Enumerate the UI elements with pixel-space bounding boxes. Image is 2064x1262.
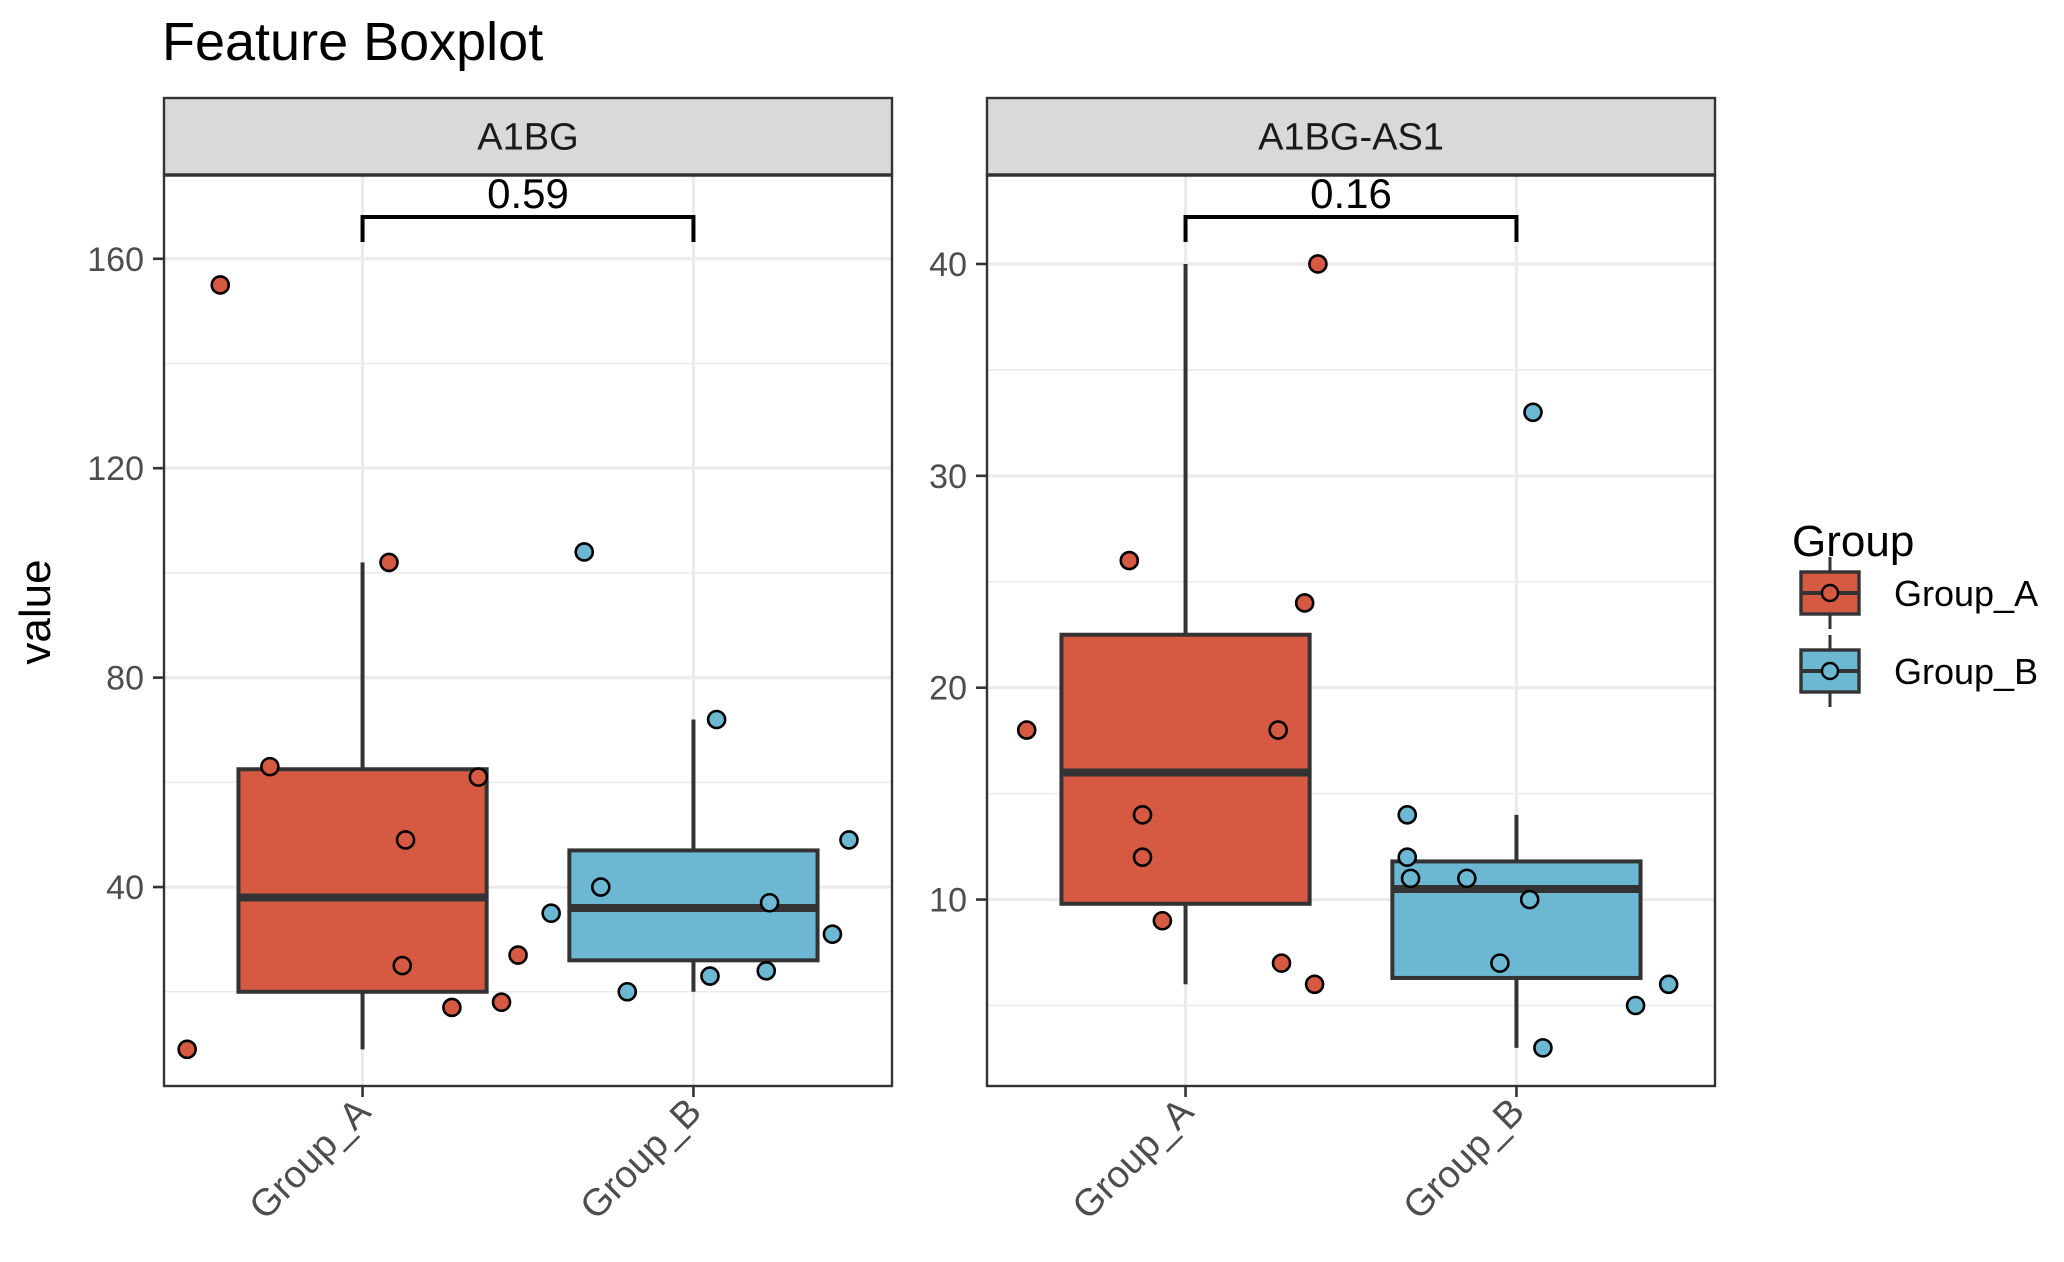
data-point: [508, 945, 528, 965]
box-group-b: [1390, 402, 1679, 1058]
data-point: [1271, 953, 1292, 973]
data-point: [442, 997, 462, 1018]
data-point: [379, 552, 399, 573]
legend-key-point: [1820, 583, 1840, 603]
box-iqr: [236, 767, 489, 994]
y-tick-label: 40: [106, 869, 144, 907]
data-point: [1523, 402, 1543, 423]
x-tick-label: Group_A: [242, 1090, 380, 1228]
data-point: [260, 756, 280, 777]
significance-bracket: [1183, 215, 1519, 242]
data-point: [468, 767, 489, 787]
data-point: [1132, 847, 1153, 867]
y-axis-label: value: [11, 559, 60, 664]
box-iqr: [1390, 859, 1643, 980]
y-tick-label: 40: [929, 246, 967, 284]
data-point: [706, 709, 727, 730]
legend-item-group-b: Group_B: [1799, 635, 2038, 707]
data-point: [1658, 974, 1679, 995]
box-group-a: [1016, 254, 1328, 995]
data-point: [1294, 593, 1315, 613]
panel-1: 0.59 A1BG 40 80 120 160 Group_A Group_B: [87, 96, 894, 1228]
data-point: [1132, 805, 1153, 825]
data-point: [756, 961, 777, 981]
p-value-label: 0.16: [1310, 170, 1392, 217]
data-point: [1533, 1038, 1553, 1058]
y-tick-label: 20: [929, 670, 967, 708]
legend-title: Group: [1792, 517, 1914, 566]
data-point: [759, 892, 780, 913]
box-group-b: [541, 542, 859, 1002]
data-point: [1519, 889, 1540, 910]
y-tick-label: 30: [929, 458, 967, 496]
data-point: [1397, 847, 1418, 867]
data-point: [1119, 550, 1140, 571]
data-point: [590, 877, 611, 897]
legend-label: Group_B: [1894, 651, 2038, 692]
data-point: [395, 830, 416, 850]
y-tick-label: 10: [929, 882, 967, 920]
y-tick-label: 160: [87, 241, 144, 279]
data-point: [822, 924, 843, 944]
strip-label: A1BG: [477, 117, 578, 159]
strip-background: [985, 96, 1717, 177]
data-point: [1268, 720, 1288, 740]
y-tick-label: 120: [87, 450, 144, 488]
data-point: [1400, 868, 1421, 889]
data-point: [392, 955, 413, 976]
data-point: [1304, 974, 1325, 995]
data-point: [541, 903, 561, 924]
significance-bracket: [360, 215, 696, 242]
data-point: [1490, 953, 1510, 973]
data-point: [1397, 805, 1418, 825]
data-point: [491, 992, 512, 1013]
strip-label: A1BG-AS1: [1258, 117, 1444, 159]
strip-background: [162, 96, 894, 177]
chart-title: Feature Boxplot: [162, 12, 543, 72]
data-point: [1016, 720, 1037, 740]
data-point: [1308, 254, 1328, 274]
y-tick-label: 80: [106, 660, 144, 698]
legend-key-point: [1820, 661, 1840, 681]
legend: Group Group_A Group_B: [1792, 517, 2038, 707]
box-group-a: [177, 275, 528, 1060]
data-point: [839, 830, 859, 850]
data-point: [700, 966, 720, 986]
data-point: [574, 542, 595, 562]
x-tick-label: Group_B: [573, 1091, 710, 1228]
legend-item-group-a: Group_A: [1799, 557, 2038, 629]
panel-2: 0.16 A1BG-AS1 10 20 30 40 Group_A Group_B: [929, 96, 1717, 1228]
data-point: [1457, 868, 1477, 889]
data-point: [177, 1039, 197, 1060]
x-tick-label: Group_B: [1396, 1091, 1533, 1228]
data-point: [1625, 995, 1646, 1016]
data-point: [210, 275, 231, 295]
p-value-label: 0.59: [487, 170, 569, 217]
legend-label: Group_A: [1894, 573, 2038, 614]
x-tick-label: Group_A: [1065, 1090, 1203, 1228]
data-point: [1152, 910, 1173, 931]
data-point: [617, 981, 638, 1002]
